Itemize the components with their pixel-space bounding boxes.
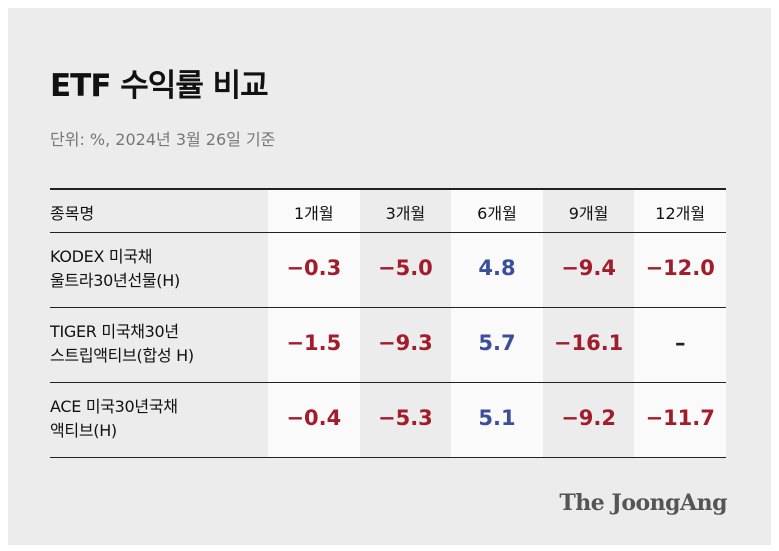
column-header: 9개월 [568,204,609,223]
return-value: −12.0 [645,256,715,280]
return-value: −9.4 [561,256,616,280]
return-value: 4.8 [478,256,516,280]
column-header: 6개월 [477,204,517,223]
return-value: 5.1 [478,406,516,430]
return-value: −16.1 [553,331,624,355]
return-value: −5.0 [377,256,433,280]
return-value: −1.5 [286,331,342,355]
subtitle: 단위: %, 2024년 3월 26일 기준 [50,130,276,149]
fund-name: 스트립액티브(합성 H) [50,346,194,365]
panel: ETF 수익률 비교 단위: %, 2024년 3월 26일 기준 종목명 1개월… [8,8,771,545]
return-value: −0.4 [286,406,342,430]
fund-name: TIGER 미국채30년 [50,322,179,341]
fund-name: KODEX 미국채 [50,247,153,266]
return-value: – [674,331,686,355]
rule [50,457,726,458]
rule [50,188,726,190]
return-value: −11.7 [645,406,715,430]
fund-name: 액티브(H) [50,421,117,440]
return-value: −9.2 [561,406,616,430]
column-header: 종목명 [50,204,95,223]
column-header: 3개월 [385,204,426,223]
return-value: −5.3 [377,406,433,430]
fund-name: ACE 미국30년국채 [50,397,178,416]
fund-name: 울트라30년선물(H) [50,271,180,290]
rule [50,307,726,308]
column-header: 1개월 [293,204,334,223]
return-value: 5.7 [478,331,516,355]
rule [50,232,726,233]
rule [50,382,726,383]
return-value: −0.3 [286,256,342,280]
return-value: −9.3 [377,331,433,355]
source: The JoongAng [559,490,727,516]
title: ETF 수익률 비교 [50,68,269,104]
column-header: 12개월 [655,204,706,223]
